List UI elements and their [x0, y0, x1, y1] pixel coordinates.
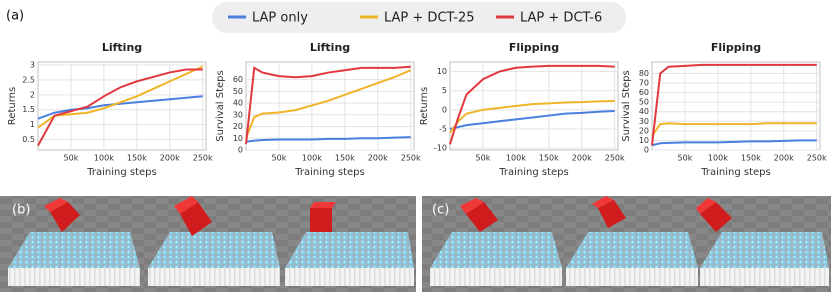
x-tick-label: 100k: [506, 154, 526, 163]
y-tick-label: 50: [639, 98, 649, 107]
y-axis-title: Returns: [419, 87, 430, 125]
chart-title: Flipping: [711, 41, 761, 54]
y-tick-label: 20: [233, 122, 243, 131]
x-tick-label: 50k: [272, 154, 287, 163]
x-tick-label: 200k: [774, 154, 794, 163]
y-tick-label: 1: [30, 120, 35, 129]
y-tick-label: -10: [434, 144, 447, 153]
series-line: [245, 65, 411, 145]
x-tick-label: 50k: [678, 154, 693, 163]
series-line: [245, 69, 412, 139]
y-tick-label: 0: [238, 146, 243, 155]
y-tick-label: 0.5: [22, 135, 35, 144]
y-tick-label: 0: [442, 105, 447, 114]
x-tick-label: 50k: [64, 154, 79, 163]
chart-title: Lifting: [310, 41, 350, 54]
legend-label: LAP + DCT-6: [520, 11, 602, 26]
panel-label: (a): [6, 9, 24, 24]
y-tick-label: 80: [639, 69, 649, 78]
y-axis-title: Returns: [7, 87, 18, 125]
x-tick-label: 200k: [572, 154, 592, 163]
scene: [8, 196, 829, 286]
photo-panels: (b) (c): [0, 196, 831, 292]
series-line: [449, 64, 615, 145]
x-tick-label: 250k: [401, 154, 421, 163]
y-tick-label: 0: [644, 146, 649, 155]
legend-label: LAP only: [252, 11, 308, 26]
chart-title: Flipping: [509, 41, 559, 54]
x-tick-label: 150k: [335, 154, 355, 163]
y-tick-label: 2: [30, 90, 35, 99]
y-tick-label: 30: [639, 117, 649, 126]
y-tick-label: 10: [233, 134, 243, 143]
y-tick-label: 50: [233, 87, 243, 96]
x-tick-label: 150k: [127, 154, 147, 163]
series-line: [37, 68, 203, 147]
panel-label: (c): [432, 203, 449, 218]
series-line: [245, 136, 411, 143]
y-tick-label: 20: [639, 126, 649, 135]
y-tick-label: 40: [233, 99, 243, 108]
y-tick-label: 1.5: [22, 105, 35, 114]
series-line: [449, 100, 615, 134]
y-axis-title: Survival Steps: [215, 70, 226, 141]
x-axis-title: Training steps: [700, 167, 770, 178]
x-tick-label: 100k: [708, 154, 728, 163]
y-tick-label: 60: [233, 75, 243, 84]
y-tick-label: 40: [639, 107, 649, 116]
plot-area: [37, 61, 207, 151]
x-tick-label: 200k: [368, 154, 388, 163]
series-line: [651, 63, 817, 146]
x-tick-label: 250k: [807, 154, 827, 163]
y-tick-label: 3: [30, 60, 35, 69]
plot-area: [449, 61, 619, 151]
x-axis-title: Training steps: [86, 167, 156, 178]
y-tick-label: 2.5: [22, 75, 35, 84]
y-tick-label: 10: [639, 136, 649, 145]
y-tick-label: 30: [233, 110, 243, 119]
x-tick-label: 100k: [94, 154, 114, 163]
y-tick-label: 10: [437, 67, 447, 76]
x-tick-label: 250k: [193, 154, 213, 163]
series-line: [651, 139, 817, 147]
y-tick-label: 5: [442, 86, 447, 95]
plot-area: [245, 61, 415, 151]
legend-box: [212, 2, 626, 33]
panel-label: (b): [12, 203, 30, 218]
x-tick-label: 200k: [160, 154, 180, 163]
x-tick-label: 50k: [476, 154, 491, 163]
x-tick-label: 150k: [539, 154, 559, 163]
plot-area: [651, 61, 821, 151]
legend-label: LAP + DCT-25: [384, 11, 475, 26]
x-axis-title: Training steps: [294, 167, 364, 178]
x-tick-label: 150k: [741, 154, 761, 163]
x-tick-label: 250k: [605, 154, 625, 163]
y-tick-label: 60: [639, 88, 649, 97]
y-tick-label: -5: [439, 124, 447, 133]
series-line: [449, 109, 615, 130]
x-tick-label: 100k: [302, 154, 322, 163]
y-axis-title: Survival Steps: [621, 70, 632, 141]
y-tick-label: 70: [639, 79, 649, 88]
series-line: [651, 122, 817, 137]
x-axis-title: Training steps: [498, 167, 568, 178]
chart-title: Lifting: [102, 41, 142, 54]
